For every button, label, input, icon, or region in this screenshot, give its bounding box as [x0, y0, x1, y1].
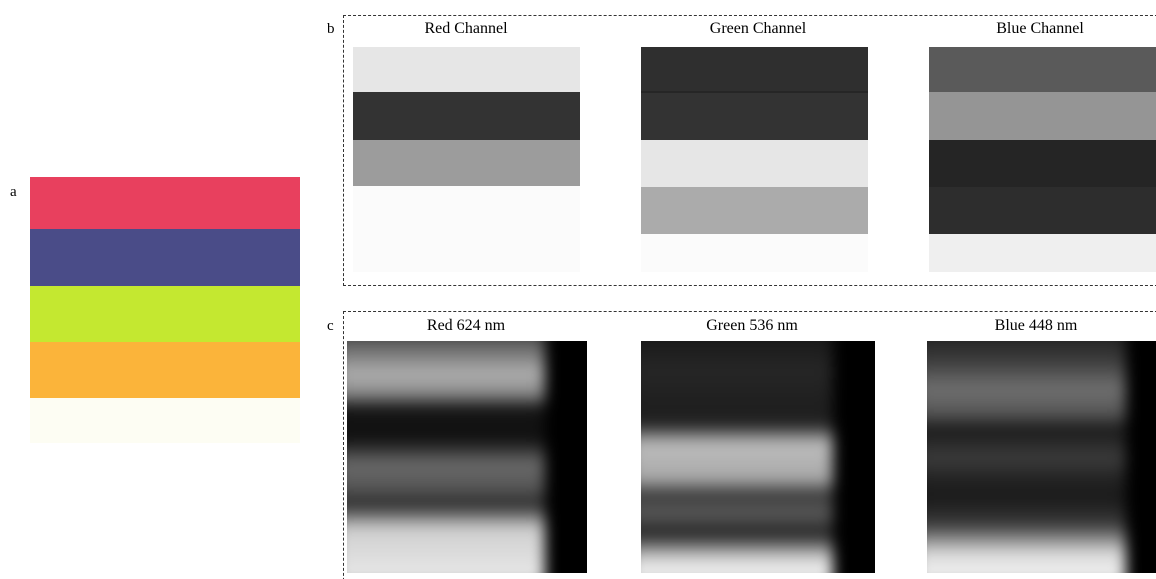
panel-label: b	[327, 21, 335, 38]
image-title: Blue Channel	[920, 20, 1156, 38]
image-title: Green Channel	[638, 20, 878, 38]
green-536-image	[641, 341, 875, 573]
red-624-image	[347, 341, 587, 573]
blue-448-image	[927, 341, 1156, 573]
green-channel-image	[641, 47, 868, 272]
image-title: Green 536 nm	[632, 317, 872, 335]
red-channel-image	[353, 47, 580, 272]
panel-label: a	[10, 184, 17, 201]
blue-channel-image	[929, 47, 1156, 272]
color-stripes-photo	[30, 177, 300, 443]
figure: a b Red Channel Green Channel Blue Chann…	[0, 0, 1156, 579]
image-title: Red Channel	[346, 20, 586, 38]
image-title: Red 624 nm	[346, 317, 586, 335]
image-title: Blue 448 nm	[916, 317, 1156, 335]
panel-label: c	[327, 318, 334, 335]
